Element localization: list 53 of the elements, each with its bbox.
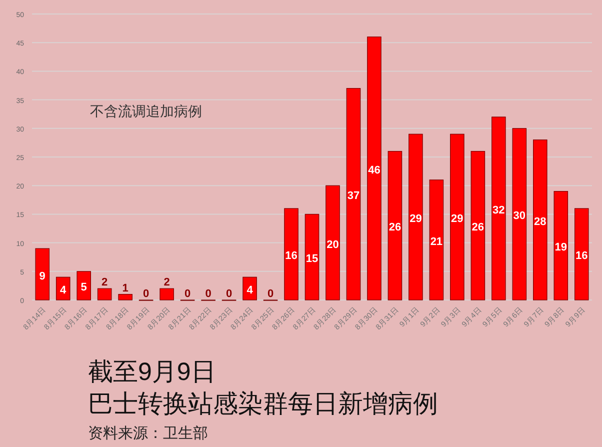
data-label: 2 — [164, 276, 170, 289]
bar — [554, 191, 568, 300]
bar — [326, 185, 340, 300]
data-label: 1 — [122, 282, 128, 294]
bar — [56, 276, 70, 300]
bar — [367, 36, 382, 300]
data-label: 15 — [306, 253, 318, 266]
bar — [429, 180, 444, 300]
bar — [76, 271, 91, 300]
bar — [450, 134, 464, 300]
bar — [470, 150, 486, 300]
bar — [512, 128, 527, 300]
data-label: 0 — [184, 288, 191, 300]
data-label: 26 — [472, 222, 484, 234]
bar — [388, 150, 402, 300]
data-label: 4 — [246, 284, 254, 297]
bar — [35, 248, 50, 300]
data-label: 9 — [39, 270, 46, 282]
bar — [118, 294, 132, 300]
data-label: 21 — [430, 236, 443, 248]
data-label: 19 — [554, 242, 568, 254]
data-label: 30 — [513, 210, 526, 222]
data-label: 26 — [388, 222, 402, 234]
data-label: 28 — [534, 216, 546, 228]
data-label: 2 — [102, 276, 108, 289]
data-label: 32 — [492, 204, 505, 216]
bar — [492, 116, 506, 300]
bar — [160, 288, 174, 300]
data-label: 29 — [451, 213, 464, 226]
text: 资料来源：卫生部 — [88, 425, 208, 442]
annotation: 不含流调追加病例 — [90, 103, 202, 119]
data-label: 0 — [267, 288, 274, 300]
data-label: 46 — [368, 164, 380, 176]
bar — [346, 88, 361, 300]
bar — [97, 288, 112, 300]
data-label: 5 — [80, 282, 87, 294]
bar — [533, 140, 548, 300]
data-label: 29 — [410, 213, 422, 226]
data-label: 16 — [285, 250, 298, 262]
data-label: 4 — [60, 284, 68, 297]
text: 截至9月9日 — [88, 358, 216, 386]
bar — [574, 208, 589, 300]
bar — [242, 276, 257, 300]
bar — [284, 208, 298, 300]
data-label: 0 — [143, 288, 150, 300]
bar — [408, 134, 423, 300]
text: 巴士转换站感染群每日新增病例 — [88, 390, 438, 418]
bar — [304, 214, 320, 300]
data-label: 16 — [576, 250, 588, 262]
data-label: 37 — [347, 190, 360, 202]
data-label: 0 — [226, 288, 232, 300]
data-label: 20 — [326, 238, 339, 251]
data-label: 0 — [205, 288, 212, 300]
